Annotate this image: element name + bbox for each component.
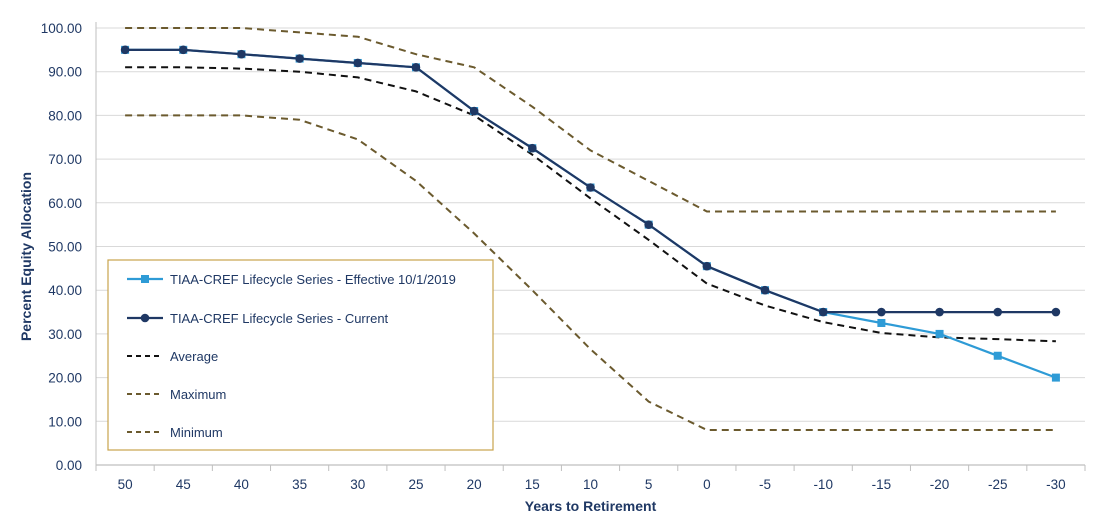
legend-label: TIAA-CREF Lifecycle Series - Current (170, 311, 389, 326)
x-tick-label: 5 (645, 477, 653, 492)
y-tick-label: 90.00 (48, 65, 82, 80)
series-1-marker (1052, 308, 1061, 317)
x-tick-label: 25 (408, 477, 423, 492)
y-tick-label: 10.00 (48, 414, 82, 429)
x-tick-label: -15 (872, 477, 892, 492)
x-tick-label: 15 (525, 477, 540, 492)
x-tick-label: -10 (813, 477, 833, 492)
series-1-marker (237, 50, 246, 59)
series-0-marker (877, 319, 885, 327)
y-tick-label: 20.00 (48, 371, 82, 386)
series-1-marker (412, 63, 421, 72)
x-tick-label: 0 (703, 477, 711, 492)
y-tick-label: 100.00 (41, 21, 82, 36)
x-tick-label: 10 (583, 477, 598, 492)
legend-box (108, 260, 493, 450)
y-tick-label: 60.00 (48, 196, 82, 211)
legend-label: Maximum (170, 387, 226, 402)
x-tick-label: 40 (234, 477, 249, 492)
series-1-marker (353, 59, 362, 68)
series-1-marker (121, 46, 130, 55)
series-1-marker (179, 46, 188, 55)
legend-label: Average (170, 349, 218, 364)
y-tick-label: 70.00 (48, 152, 82, 167)
x-tick-label: -30 (1046, 477, 1066, 492)
x-tick-label: 50 (118, 477, 133, 492)
y-axis-title: Percent Equity Allocation (18, 172, 34, 341)
series-1-marker (877, 308, 886, 317)
x-tick-label: 30 (350, 477, 365, 492)
series-1-marker (528, 144, 537, 153)
series-1-marker (586, 183, 595, 192)
series-1-marker (935, 308, 944, 317)
y-tick-label: 80.00 (48, 108, 82, 123)
x-tick-label: 45 (176, 477, 191, 492)
legend-label: TIAA-CREF Lifecycle Series - Effective 1… (170, 272, 456, 287)
y-tick-label: 50.00 (48, 240, 82, 255)
x-tick-label: -5 (759, 477, 771, 492)
series-1-marker (993, 308, 1002, 317)
legend-label: Minimum (170, 425, 223, 440)
legend-marker (141, 275, 149, 283)
series-0-marker (1052, 374, 1060, 382)
x-axis-title: Years to Retirement (525, 498, 657, 514)
x-tick-label: 35 (292, 477, 307, 492)
series-1-marker (470, 107, 479, 116)
series-1-marker (761, 286, 770, 295)
series-0-marker (994, 352, 1002, 360)
x-tick-label: -20 (930, 477, 950, 492)
series-1-marker (703, 262, 712, 271)
legend-marker (141, 314, 150, 323)
y-tick-label: 40.00 (48, 283, 82, 298)
series-1-marker (295, 54, 304, 63)
series-1-marker (644, 220, 653, 229)
series-1-marker (819, 308, 828, 317)
y-tick-label: 30.00 (48, 327, 82, 342)
x-tick-label: 20 (467, 477, 482, 492)
x-tick-label: -25 (988, 477, 1008, 492)
y-tick-label: 0.00 (56, 458, 82, 473)
series-0-marker (936, 330, 944, 338)
